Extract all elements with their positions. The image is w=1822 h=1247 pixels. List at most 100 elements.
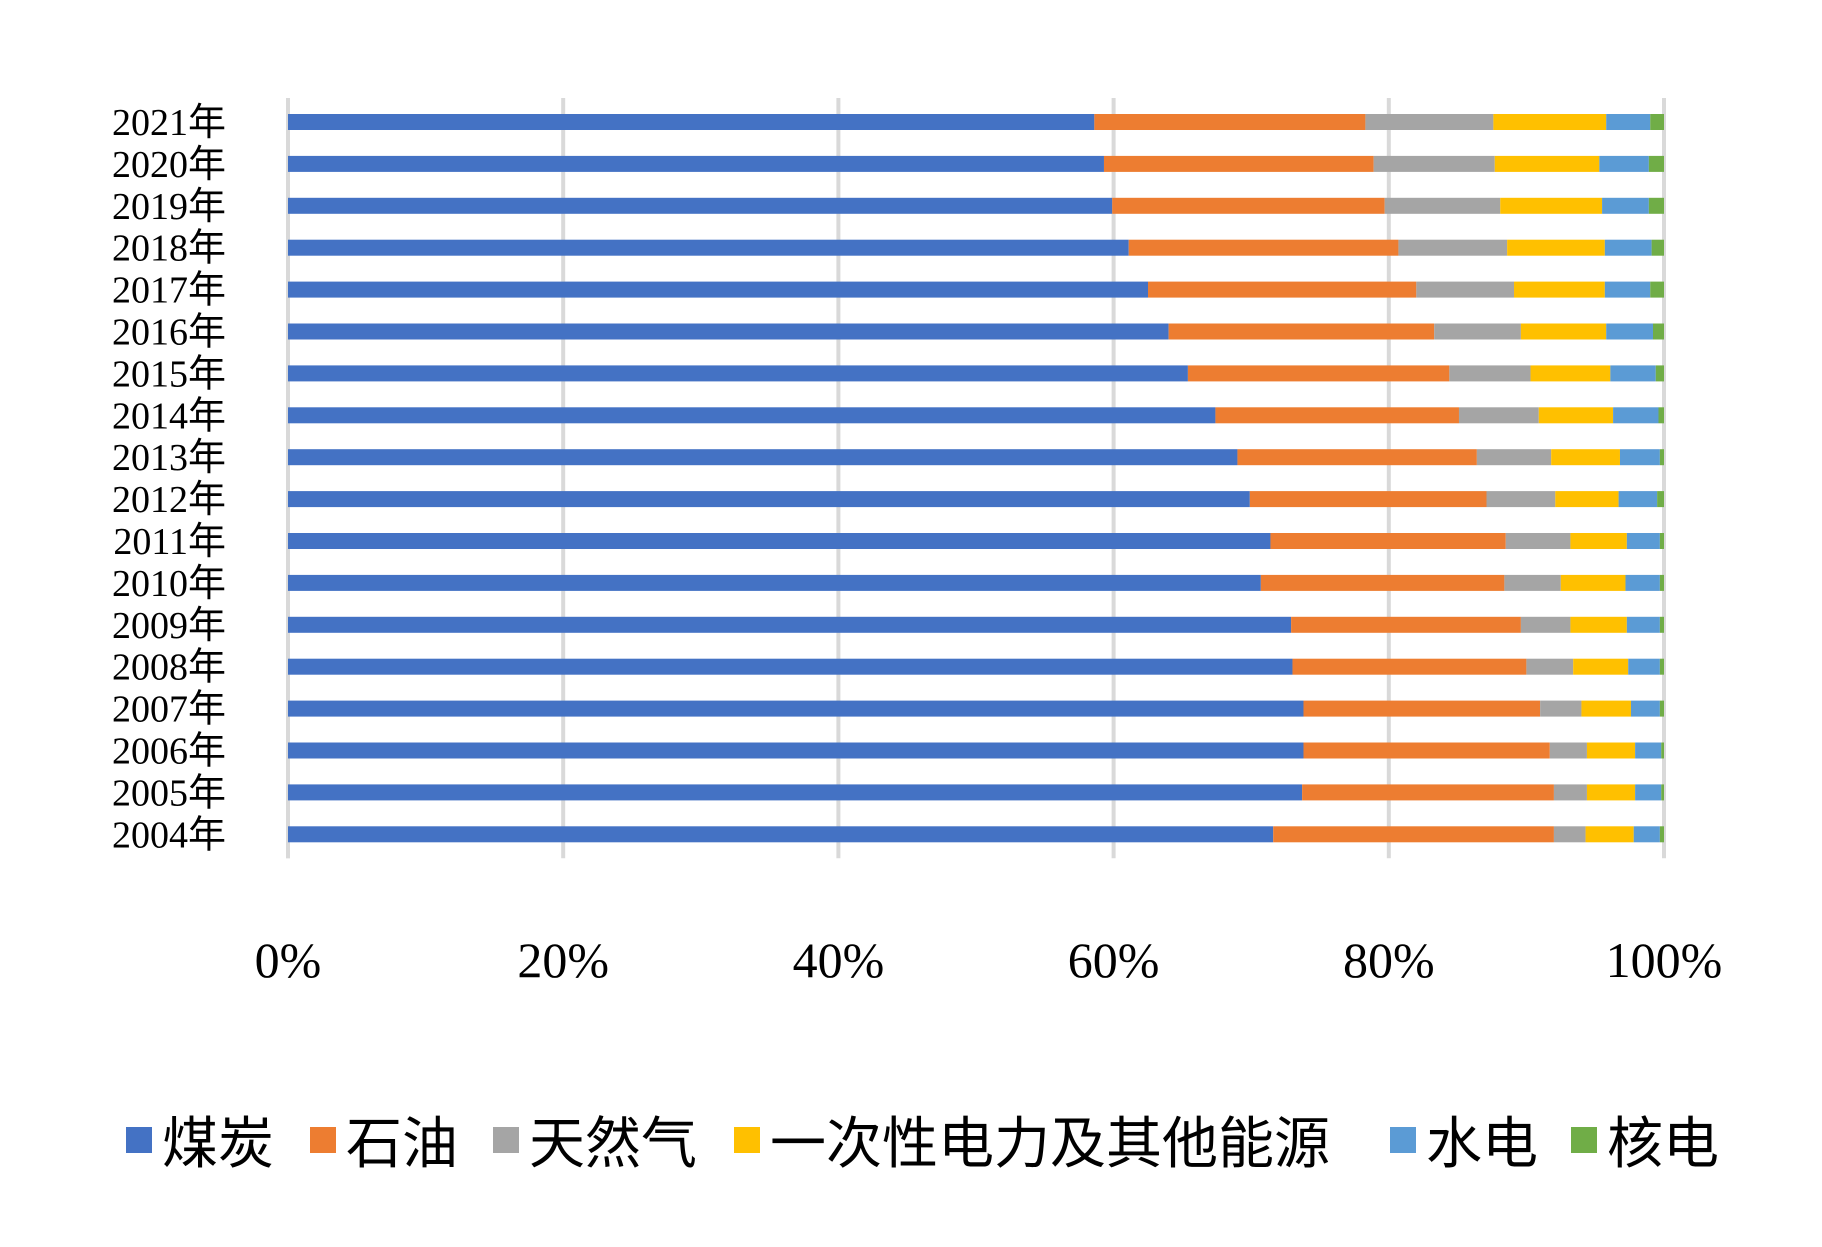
bar-segment (1606, 323, 1653, 340)
bar-segment (1526, 658, 1574, 675)
bar-segment (1661, 742, 1664, 759)
legend-label: 一次性电力及其他能源 (770, 1112, 1330, 1177)
bar-segment (1585, 826, 1634, 843)
bar-segment (1505, 533, 1571, 549)
bar-segment (288, 365, 1188, 382)
bar-segment (288, 700, 1304, 717)
bar-segment (1659, 449, 1664, 466)
bar-segment (1635, 742, 1662, 759)
bar-segment (1249, 491, 1487, 508)
bar-segment (1610, 365, 1656, 382)
bars (288, 114, 1664, 843)
bar-segment (1553, 784, 1587, 801)
bar-segment (1659, 616, 1664, 633)
bar-segment (1520, 323, 1607, 340)
category-label: 2016年 (112, 312, 226, 354)
bar-segment (1530, 365, 1611, 382)
bar-segment (1618, 491, 1658, 508)
bar-segment (288, 281, 1148, 298)
bar-segment (1635, 784, 1662, 801)
x-tick-label: 20% (517, 932, 609, 988)
bar-segment (1273, 826, 1554, 843)
bar-segment (1648, 155, 1664, 172)
bar-segment (1628, 658, 1660, 675)
bar-segment (288, 574, 1261, 591)
bar-segment (1398, 239, 1508, 256)
category-label: 2018年 (112, 228, 226, 270)
legend-swatch (1390, 1127, 1416, 1153)
legend-swatch (1571, 1127, 1597, 1153)
x-tick-label: 100% (1606, 932, 1723, 988)
x-tick-label: 0% (255, 932, 322, 988)
category-label: 2015年 (112, 353, 226, 395)
bar-segment (1476, 449, 1552, 466)
bar-segment (1373, 155, 1495, 172)
bar-segment (1500, 197, 1603, 214)
bar-segment (1270, 533, 1506, 549)
category-label: 2020年 (112, 144, 226, 186)
bar-segment (1494, 155, 1600, 172)
bar-segment (288, 491, 1250, 508)
bar-segment (1434, 323, 1521, 340)
bar-segment (1606, 114, 1651, 130)
x-tick-label: 40% (793, 932, 885, 988)
bar-segment (1602, 197, 1649, 214)
bar-segment (1625, 574, 1660, 591)
bar-segment (1237, 449, 1477, 466)
bar-segment (1570, 616, 1627, 633)
bar-segment (288, 323, 1169, 340)
category-label: 2019年 (112, 186, 226, 228)
bar-segment (1549, 742, 1587, 759)
legend-label: 煤炭 (162, 1112, 274, 1177)
bar-segment (1303, 700, 1541, 717)
bar-segment (288, 449, 1238, 466)
bar-segment (1365, 114, 1494, 130)
category-label: 2009年 (112, 605, 226, 647)
bar-segment (1652, 323, 1664, 340)
bar-segment (1168, 323, 1435, 340)
bar-segment (288, 155, 1104, 172)
bar-segment (1520, 616, 1571, 633)
bar-segment (288, 658, 1293, 675)
bar-segment (1553, 826, 1586, 843)
bar-segment (288, 616, 1292, 633)
category-label: 2006年 (112, 731, 226, 773)
legend-label: 天然气 (529, 1112, 697, 1177)
bar-segment (1458, 407, 1539, 424)
bar-segment (1570, 533, 1627, 549)
bar-segment (1648, 197, 1664, 214)
bar-segment (1302, 784, 1554, 801)
bar-segment (1633, 826, 1660, 843)
bar-segment (1551, 449, 1620, 466)
bar-segment (1128, 239, 1399, 256)
bar-segment (1103, 155, 1374, 172)
bar-segment (1655, 365, 1664, 382)
bar-segment (1630, 700, 1660, 717)
bar-segment (1538, 407, 1614, 424)
legend-swatch (126, 1127, 152, 1153)
bar-segment (1493, 114, 1607, 130)
bar-segment (288, 742, 1304, 759)
bar-segment (1613, 407, 1659, 424)
bar-segment (288, 197, 1113, 214)
bar-segment (288, 784, 1303, 801)
bar-segment (1449, 365, 1531, 382)
bar-segment (1659, 658, 1664, 675)
bar-segment (1650, 114, 1664, 130)
bar-segment (1581, 700, 1631, 717)
bar-segment (1507, 239, 1605, 256)
bar-segment (1094, 114, 1366, 130)
bar-segment (288, 407, 1216, 424)
bar-segment (1626, 533, 1660, 549)
legend-label: 核电 (1607, 1112, 1719, 1177)
bar-segment (1659, 574, 1664, 591)
bar-segment (288, 239, 1129, 256)
bar-segment (1650, 281, 1664, 298)
legend: 煤炭 石油 天然气 一次性电力及其他能源 水电 核电 (126, 1112, 1719, 1177)
category-label: 2004年 (112, 814, 226, 856)
bar-segment (1416, 281, 1515, 298)
category-label: 2011年 (113, 521, 226, 563)
x-tick-label: 60% (1068, 932, 1160, 988)
legend-swatch (734, 1127, 760, 1153)
